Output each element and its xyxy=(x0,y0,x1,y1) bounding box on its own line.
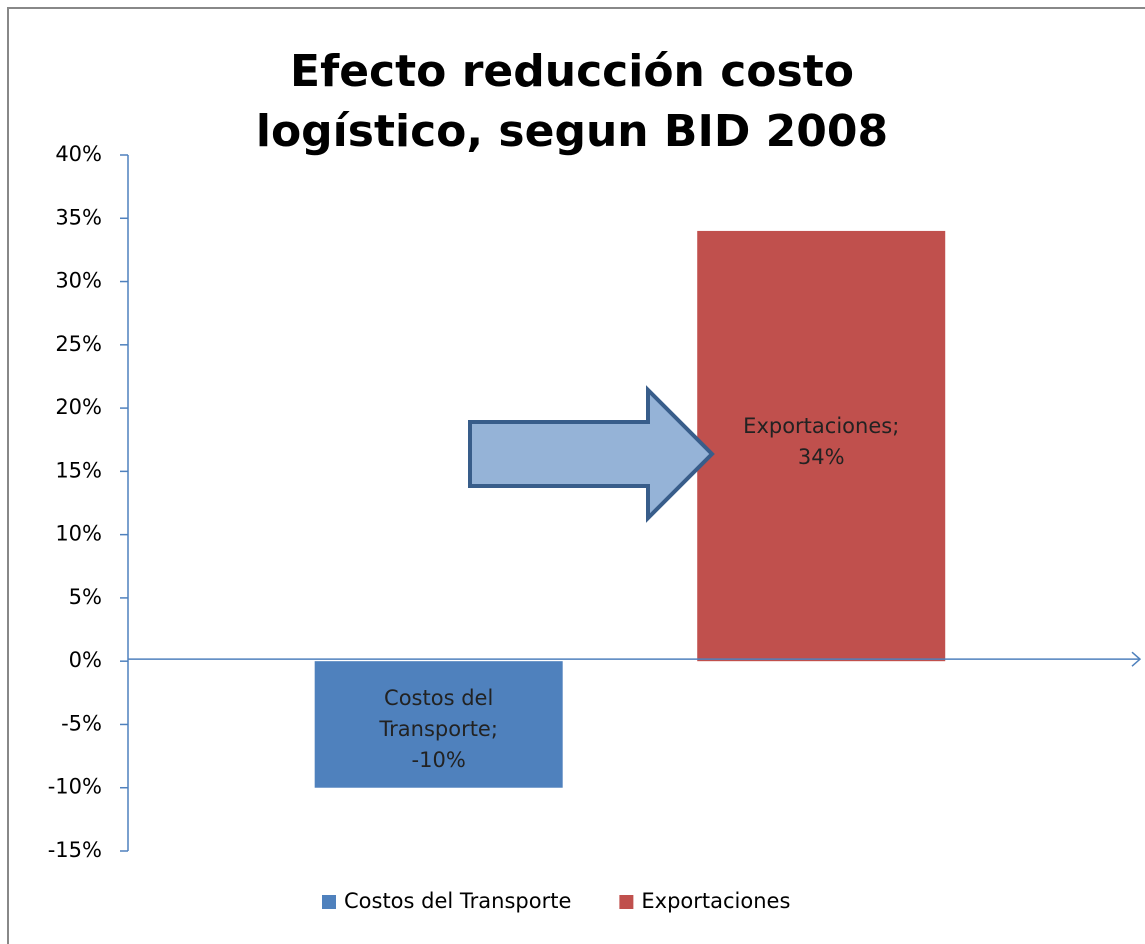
bar xyxy=(314,661,563,788)
y-tick-label: 35% xyxy=(55,205,102,229)
legend-label: Costos del Transporte xyxy=(344,889,571,913)
y-tick-label: 30% xyxy=(55,269,102,293)
data-label: Exportaciones; 34% xyxy=(697,411,945,473)
y-tick-label: 10% xyxy=(55,522,102,546)
data-label: Costos del Transporte; -10% xyxy=(315,683,563,776)
chart-title: Efecto reducción costo logístico, segun … xyxy=(255,46,889,157)
y-tick-label: 25% xyxy=(55,332,102,356)
data-label-value: -10% xyxy=(411,748,466,773)
legend-swatch xyxy=(619,895,634,909)
legend-swatch xyxy=(322,895,336,909)
bar xyxy=(697,230,946,662)
y-tick-label: 0% xyxy=(69,648,102,672)
data-label-value: 34% xyxy=(797,444,845,469)
data-label-name: Exportaciones xyxy=(743,413,893,438)
data-label-separator: ; xyxy=(490,717,498,742)
x-axis-arrow xyxy=(1131,651,1142,667)
y-tick-label: -10% xyxy=(48,775,102,799)
data-label-separator: ; xyxy=(892,413,900,438)
y-tick-label: 5% xyxy=(69,585,102,609)
data-label-name: Costos del Transporte xyxy=(379,686,494,742)
chart-frame xyxy=(7,7,1145,944)
y-tick-label: -15% xyxy=(48,838,102,862)
y-tick-label: 20% xyxy=(55,395,102,419)
legend-label: Exportaciones xyxy=(641,889,790,913)
arrow-shape xyxy=(468,385,715,523)
y-tick-label: 40% xyxy=(55,142,102,166)
y-tick-label: -5% xyxy=(61,711,102,735)
y-tick-label: 15% xyxy=(55,458,102,482)
